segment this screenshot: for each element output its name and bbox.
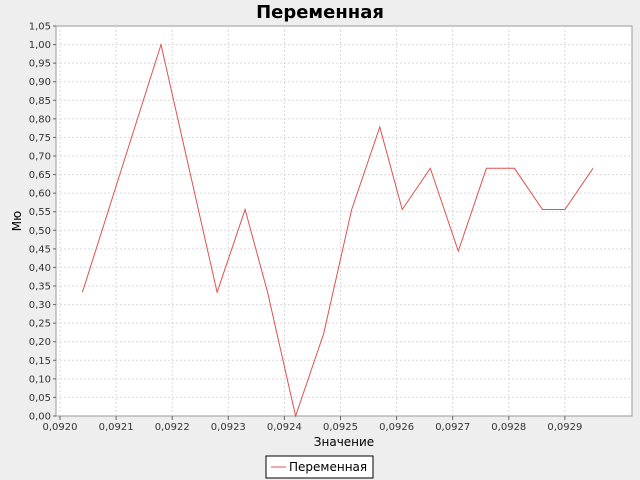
data-point: [323, 333, 324, 334]
y-axis-title: Мю: [10, 211, 24, 231]
x-tick-label: 0,0929: [547, 422, 582, 433]
y-tick-label: 0,45: [29, 244, 51, 255]
grid: [56, 26, 632, 416]
data-point: [592, 168, 593, 169]
axes: 0,00 0,05 0,10 0,15 0,20 0,25 0,30 0,35 0,40 0,45…: [29, 22, 583, 434]
y-tick-label: 0,30: [29, 300, 51, 311]
y-tick-label: 0,80: [29, 114, 51, 125]
data-point: [486, 168, 487, 169]
y-tick-label: 0,15: [29, 356, 51, 367]
data-point: [514, 168, 515, 169]
data-point: [458, 251, 459, 252]
x-tick-label: 0,0924: [267, 422, 302, 433]
y-tick-label: 0,50: [29, 226, 51, 237]
data-point: [217, 292, 218, 293]
y-tick-label: 0,10: [29, 374, 51, 385]
legend-label: Переменная: [289, 460, 367, 474]
y-tick-label: 0,25: [29, 319, 51, 330]
legend: Переменная: [265, 455, 374, 479]
y-tick-label: 0,65: [29, 170, 51, 181]
series-layer: [81, 42, 594, 418]
y-tick-label: 0,90: [29, 77, 51, 88]
y-tick-label: 0,05: [29, 393, 51, 404]
data-point: [82, 292, 83, 293]
y-tick-label: 0,95: [29, 59, 51, 70]
data-point: [351, 209, 352, 210]
y-tick-label: 0,20: [29, 337, 51, 348]
x-tick-label: 0,0922: [155, 422, 190, 433]
plot-area: [55, 25, 633, 417]
data-point: [430, 168, 431, 169]
y-tick-label: 1,00: [29, 40, 51, 51]
y-tick-label: 0,70: [29, 152, 51, 163]
data-point: [564, 209, 565, 210]
y-tick-label: 0,75: [29, 133, 51, 144]
y-tick-label: 0,35: [29, 282, 51, 293]
x-tick-label: 0,0925: [323, 422, 358, 433]
data-point: [295, 416, 296, 417]
x-tick-label: 0,0927: [435, 422, 470, 433]
series-line: [81, 42, 594, 418]
y-tick-label: 0,55: [29, 207, 51, 218]
y-tick-label: 1,05: [29, 22, 51, 33]
x-axis-title: Значение: [314, 435, 374, 449]
data-point: [267, 292, 268, 293]
legend-box: [265, 455, 374, 479]
y-tick-label: 0,40: [29, 263, 51, 274]
data-point: [402, 209, 403, 210]
x-tick-label: 0,0921: [99, 422, 134, 433]
x-tick-label: 0,0928: [491, 422, 526, 433]
x-tick-label: 0,0920: [43, 422, 78, 433]
data-point: [245, 209, 246, 210]
data-point: [542, 209, 543, 210]
chart-title: Переменная: [256, 2, 384, 23]
x-tick-label: 0,0923: [211, 422, 246, 433]
x-tick-label: 0,0926: [379, 422, 414, 433]
data-point: [379, 127, 380, 128]
y-tick-label: 0,00: [29, 412, 51, 423]
y-tick-label: 0,85: [29, 96, 51, 107]
data-point: [160, 44, 161, 45]
y-tick-label: 0,60: [29, 189, 51, 200]
